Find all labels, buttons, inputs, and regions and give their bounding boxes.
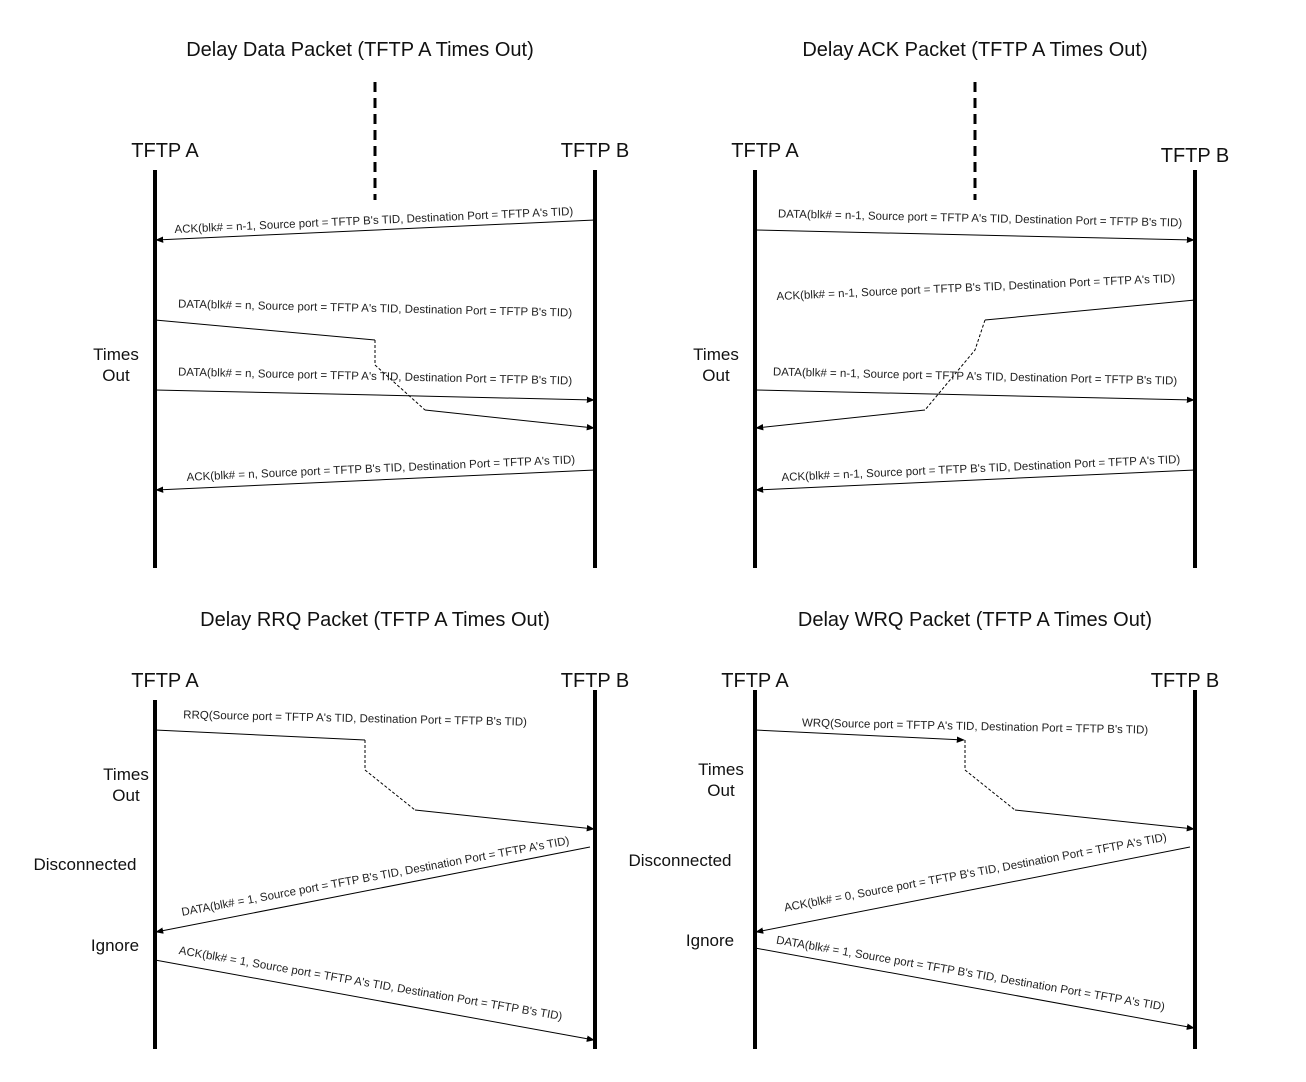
message-label: DATA(blk# = n, Source port = TFTP A's TI… [178, 367, 572, 388]
message-arrow [755, 846, 1191, 934]
host-a-label: TFTP A [721, 670, 789, 692]
delay-path [364, 740, 416, 811]
note-disconnected: Disconnected [33, 855, 136, 874]
message-label: ACK(blk# = n-1, Source port = TFTP B's T… [776, 273, 1175, 303]
delayed-message-end [1014, 809, 1195, 832]
message-label: ACK(blk# = n-1, Source port = TFTP B's T… [174, 206, 573, 236]
host-b-label: TFTP B [1161, 145, 1230, 167]
delayed-message-end [755, 409, 926, 431]
message-arrow [754, 389, 1195, 404]
note-ignore: Ignore [91, 936, 139, 955]
delayed-message-end [414, 809, 595, 832]
diagram-delay-rrq: Delay RRQ Packet (TFTP A Times Out) TFTP… [33, 609, 629, 1049]
delayed-message-end [424, 409, 595, 431]
note-out: Out [702, 366, 730, 385]
message-label: DATA(blk# = n-1, Source port = TFTP A's … [778, 208, 1183, 229]
diagram-delay-ack: Delay ACK Packet (TFTP A Times Out) TFTP… [693, 39, 1229, 568]
note-out: Out [102, 366, 130, 385]
host-b-label: TFTP B [561, 670, 630, 692]
diagram-title: Delay RRQ Packet (TFTP A Times Out) [200, 609, 550, 631]
message-arrow [154, 389, 595, 404]
host-a-label: TFTP A [131, 140, 199, 162]
note-ignore: Ignore [686, 931, 734, 950]
host-b-label: TFTP B [561, 140, 630, 162]
delay-path [964, 740, 1016, 811]
delay-path [374, 340, 426, 411]
message-label: DATA(blk# = n, Source port = TFTP A's TI… [178, 299, 572, 320]
message-arrow [754, 229, 1195, 244]
delayed-message-start [754, 729, 965, 743]
message-label: WRQ(Source port = TFTP A's TID, Destinat… [802, 717, 1149, 736]
delay-path [924, 319, 986, 411]
message-label: DATA(blk# = 1, Source port = TFTP B's TI… [775, 935, 1166, 1014]
note-disconnected: Disconnected [628, 851, 731, 870]
delayed-message-start [984, 299, 1196, 321]
note-out: Out [707, 781, 735, 800]
note-out: Out [112, 786, 140, 805]
host-b-label: TFTP B [1151, 670, 1220, 692]
note-times: Times [103, 765, 149, 784]
host-a-label: TFTP A [731, 140, 799, 162]
diagram-delay-data: Delay Data Packet (TFTP A Times Out) TFT… [93, 39, 629, 568]
message-label: ACK(blk# = 0, Source port = TFTP B's TID… [783, 832, 1168, 915]
note-times: Times [693, 345, 739, 364]
message-arrow [154, 959, 595, 1042]
delayed-message-start [154, 319, 376, 341]
message-label: RRQ(Source port = TFTP A's TID, Destinat… [183, 709, 527, 728]
message-arrow [155, 846, 591, 934]
host-a-label: TFTP A [131, 670, 199, 692]
message-arrow [754, 947, 1195, 1030]
diagram-title: Delay Data Packet (TFTP A Times Out) [186, 39, 534, 61]
message-arrow [155, 219, 596, 243]
message-arrow [155, 469, 596, 493]
message-label: DATA(blk# = n-1, Source port = TFTP A's … [773, 366, 1178, 387]
diagram-delay-wrq: Delay WRQ Packet (TFTP A Times Out) TFTP… [628, 609, 1219, 1049]
message-label: DATA(blk# = 1, Source port = TFTP B's TI… [181, 835, 571, 919]
message-arrow [755, 469, 1196, 493]
message-label: ACK(blk# = 1, Source port = TFTP A's TID… [178, 945, 563, 1023]
note-times: Times [698, 760, 744, 779]
diagram-title: Delay WRQ Packet (TFTP A Times Out) [798, 609, 1152, 631]
delayed-message-start [154, 729, 366, 741]
note-times: Times [93, 345, 139, 364]
diagram-title: Delay ACK Packet (TFTP A Times Out) [802, 39, 1147, 61]
